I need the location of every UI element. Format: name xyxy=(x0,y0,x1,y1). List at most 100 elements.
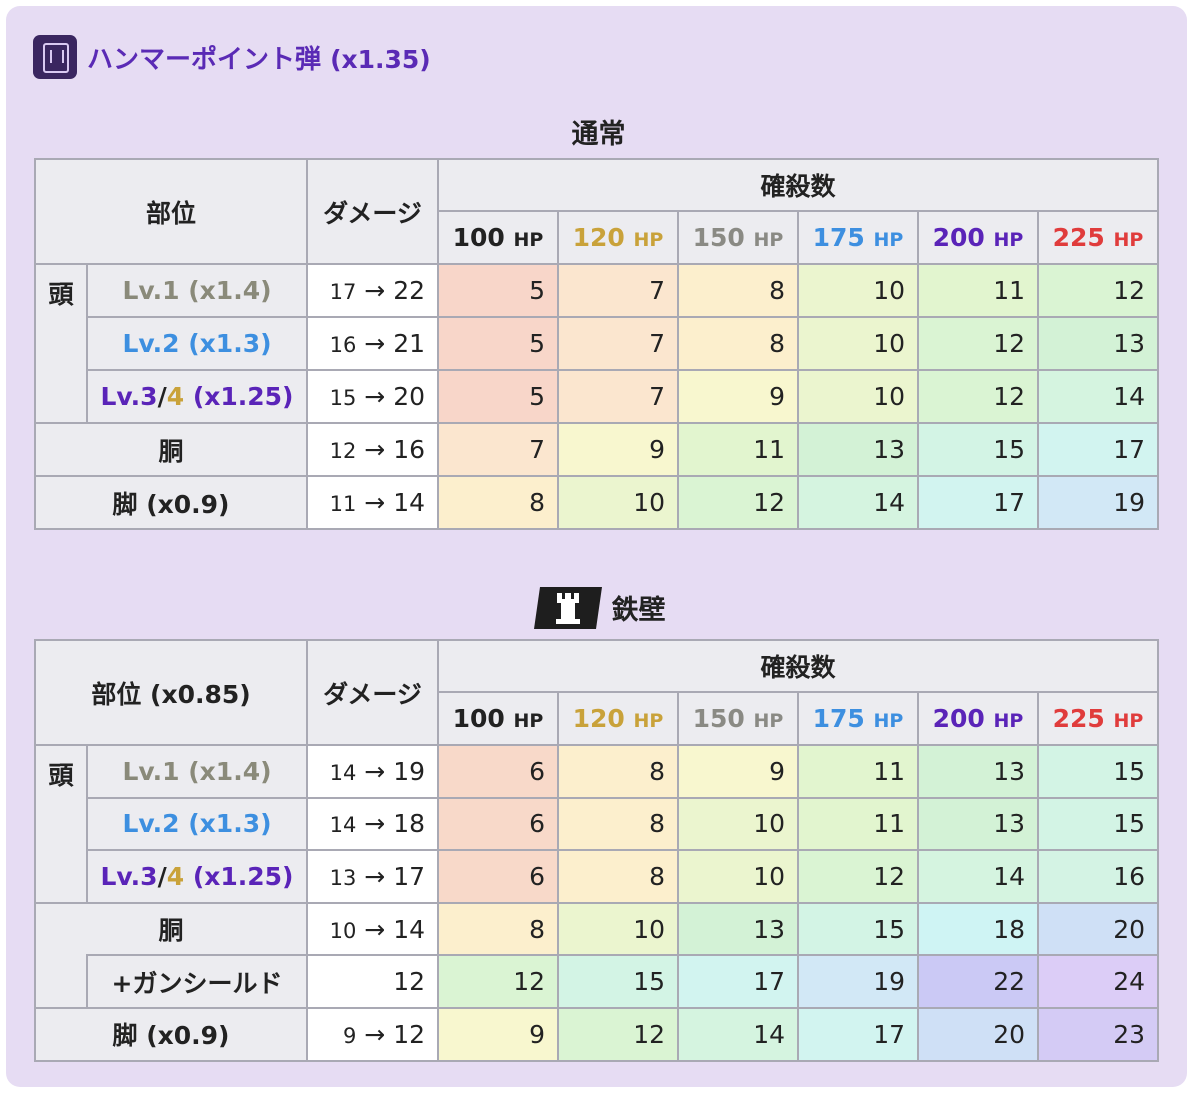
kill-count-cell: 24 xyxy=(1037,954,1159,1009)
kill-count-cell: 11 xyxy=(797,744,919,799)
kill-count-cell: 17 xyxy=(1037,422,1159,477)
header-damage: ダメージ xyxy=(306,158,439,265)
kill-count-cell: 13 xyxy=(677,901,799,957)
kill-count-cell: 15 xyxy=(557,954,679,1009)
table-row: 胴 12 → 16 7 9 11 13 15 17 xyxy=(34,422,1159,477)
kill-count-cell: 14 xyxy=(677,1006,799,1062)
kill-count-cell: 19 xyxy=(1037,475,1159,530)
table-row: Lv.2 (x1.3) 14 → 18 6 8 10 11 13 15 xyxy=(35,796,1159,852)
kill-count-cell: 7 xyxy=(557,316,679,371)
kill-count-cell: 10 xyxy=(677,796,799,852)
damage-value: 12 xyxy=(306,954,439,1009)
kill-count-cell: 12 xyxy=(437,954,559,1009)
header-kills: 確殺数 xyxy=(437,639,1159,693)
hp-value: 100 xyxy=(452,223,505,252)
hp-unit: HP xyxy=(633,710,664,732)
hp-value: 225 xyxy=(1052,704,1105,733)
kill-count-cell: 14 xyxy=(1037,369,1159,424)
kill-count-cell: 17 xyxy=(677,954,799,1009)
kill-count-cell: 8 xyxy=(437,901,559,957)
part-label: Lv.1 (x1.4) xyxy=(86,744,308,799)
kill-count-cell: 15 xyxy=(797,901,919,957)
kill-count-cell: 10 xyxy=(557,475,679,530)
kill-count-cell: 7 xyxy=(557,369,679,424)
kill-count-cell: 10 xyxy=(557,901,679,957)
kill-count-cell: 15 xyxy=(1037,744,1159,799)
part-label: Lv.2 (x1.3) xyxy=(86,796,308,852)
kill-count-cell: 10 xyxy=(797,263,919,318)
part-label: 脚 (x0.9) xyxy=(34,1006,308,1062)
damage-table-fortified: 部位 (x0.85) ダメージ 確殺数 100 HP 120 HP 150 HP 175 H… xyxy=(34,639,1159,1062)
kill-count-cell: 5 xyxy=(437,316,559,371)
hp-value: 200 xyxy=(932,704,985,733)
kill-count-cell: 6 xyxy=(437,744,559,799)
header-hp-150: 150 HP xyxy=(677,691,799,746)
head-group-label: 頭 xyxy=(34,263,88,424)
damage-value: 9 → 12 xyxy=(306,1006,439,1062)
damage-value: 17 → 22 xyxy=(306,263,439,318)
hp-unit: HP xyxy=(1113,710,1144,732)
fortified-icon xyxy=(533,587,602,629)
hp-unit: HP xyxy=(993,229,1024,251)
part-label: Lv.3/4 (x1.25) xyxy=(86,369,308,424)
hp-value: 120 xyxy=(572,704,625,733)
kill-count-cell: 8 xyxy=(437,475,559,530)
table-row: 脚 (x0.9) 11 → 14 8 10 12 14 17 19 xyxy=(34,475,1159,530)
table-row: Lv.3/4 (x1.25) 13 → 17 6 8 10 12 14 16 xyxy=(35,849,1159,904)
kill-count-cell: 13 xyxy=(1037,316,1159,371)
header-hp-175: 175 HP xyxy=(797,691,919,746)
kill-count-cell: 16 xyxy=(1037,849,1159,904)
hp-unit: HP xyxy=(1113,229,1144,251)
kill-count-cell: 11 xyxy=(797,796,919,852)
kill-count-cell: 9 xyxy=(677,744,799,799)
hp-unit: HP xyxy=(513,229,544,251)
kill-count-cell: 13 xyxy=(917,796,1039,852)
section-normal-label: 通常 xyxy=(571,118,626,150)
hp-value: 150 xyxy=(692,223,745,252)
kill-count-cell: 7 xyxy=(557,263,679,318)
damage-value: 15 → 20 xyxy=(306,369,439,424)
damage-value: 14 → 18 xyxy=(306,796,439,852)
hp-unit: HP xyxy=(513,710,544,732)
kill-count-cell: 23 xyxy=(1037,1006,1159,1062)
hp-value: 150 xyxy=(692,704,745,733)
part-label: 脚 (x0.9) xyxy=(34,475,308,530)
kill-count-cell: 8 xyxy=(557,744,679,799)
table-row: 胴 10 → 14 8 10 13 15 18 20 xyxy=(34,901,1159,957)
kill-count-cell: 15 xyxy=(917,422,1039,477)
kill-count-cell: 14 xyxy=(797,475,919,530)
kill-count-cell: 10 xyxy=(797,316,919,371)
header-hp-100: 100 HP xyxy=(437,691,559,746)
hp-unit: HP xyxy=(753,229,784,251)
weapon-title: ハンマーポイント弾 (x1.35) xyxy=(33,35,431,79)
part-label: Lv.1 (x1.4) xyxy=(86,263,308,318)
hp-value: 200 xyxy=(932,223,985,252)
hp-value: 225 xyxy=(1052,223,1105,252)
kill-count-cell: 8 xyxy=(557,796,679,852)
hp-value: 120 xyxy=(572,223,625,252)
kill-count-cell: 20 xyxy=(917,1006,1039,1062)
kill-count-cell: 10 xyxy=(677,849,799,904)
kill-count-cell: 17 xyxy=(917,475,1039,530)
table-row: Lv.3/4 (x1.25) 15 → 20 5 7 9 10 12 14 xyxy=(35,369,1159,424)
damage-value: 10 → 14 xyxy=(306,901,439,957)
table-row: 頭 Lv.1 (x1.4) 17 → 22 5 7 8 10 11 12 xyxy=(34,263,1159,424)
damage-value: 11 → 14 xyxy=(306,475,439,530)
header-hp-120: 120 HP xyxy=(557,210,679,265)
table-row: Lv.2 (x1.3) 16 → 21 5 7 8 10 12 13 xyxy=(35,316,1159,371)
kill-count-cell: 14 xyxy=(917,849,1039,904)
table-row: +ガンシールド 12 12 15 17 19 22 24 xyxy=(34,954,1159,1009)
kill-count-cell: 5 xyxy=(437,263,559,318)
part-label: 胴 xyxy=(34,901,308,956)
kill-count-cell: 7 xyxy=(437,422,559,477)
hp-unit: HP xyxy=(633,229,664,251)
header-part: 部位 (x0.85) xyxy=(34,639,308,746)
hp-unit: HP xyxy=(993,710,1024,732)
weapon-name: ハンマーポイント弾 (x1.35) xyxy=(87,44,431,75)
kill-count-cell: 8 xyxy=(557,849,679,904)
hp-unit: HP xyxy=(753,710,784,732)
kill-count-cell: 8 xyxy=(677,263,799,318)
kill-count-cell: 12 xyxy=(557,1006,679,1062)
header-part: 部位 xyxy=(34,158,308,265)
damage-value: 13 → 17 xyxy=(306,849,439,904)
